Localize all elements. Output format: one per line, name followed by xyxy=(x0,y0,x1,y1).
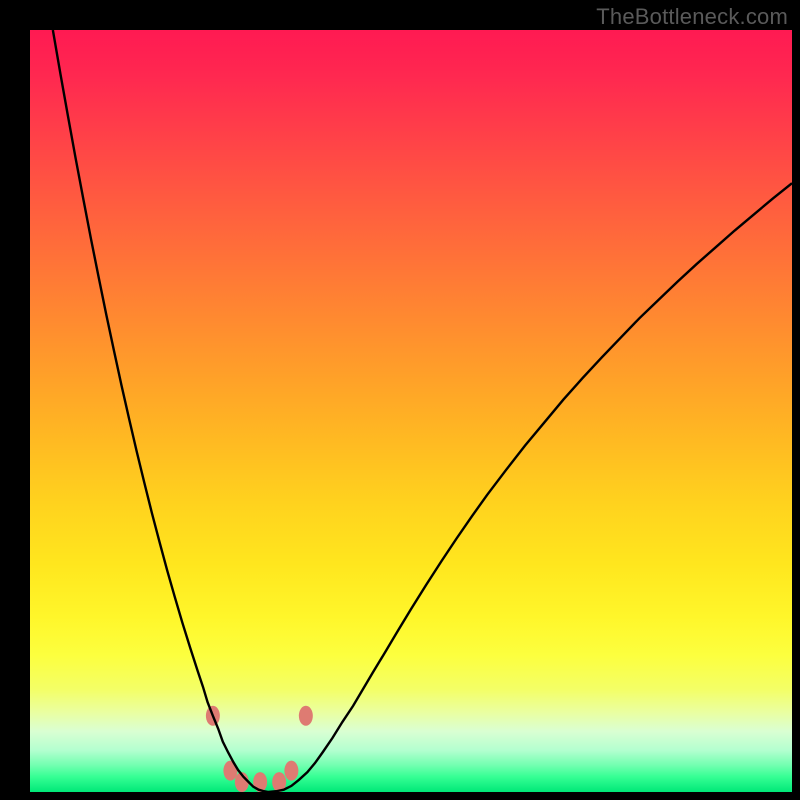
chart-container: TheBottleneck.com xyxy=(0,0,800,800)
data-marker xyxy=(299,706,313,726)
bottleneck-chart xyxy=(0,0,800,800)
watermark-text: TheBottleneck.com xyxy=(596,4,788,30)
gradient-background xyxy=(30,30,792,792)
data-marker xyxy=(284,761,298,781)
